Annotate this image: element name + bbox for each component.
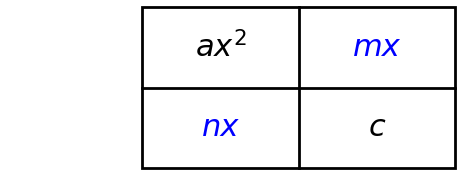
Text: c: c — [368, 113, 385, 142]
Text: nx: nx — [202, 113, 239, 142]
Bar — [142, 7, 455, 168]
Text: $ax^2$: $ax^2$ — [195, 31, 246, 64]
Text: mx: mx — [353, 33, 401, 62]
